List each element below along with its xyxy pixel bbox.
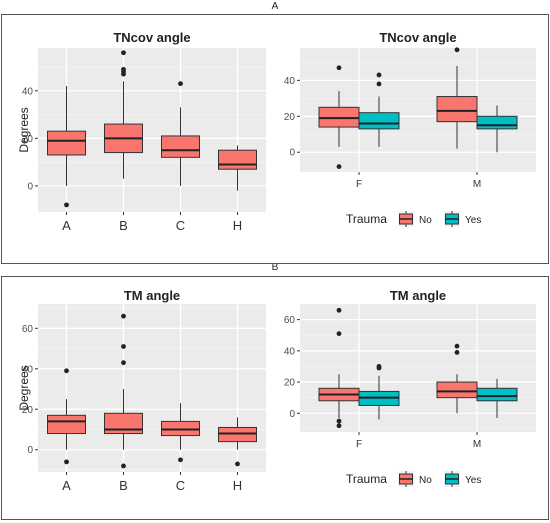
section-label-a: A [272,1,279,12]
outlier-point [121,313,126,319]
outlier-point [454,343,460,349]
box-body [161,420,200,437]
outlier-point [64,459,69,465]
box-body [476,387,518,402]
y-tick-label: 40 [22,86,34,97]
x-tick-label: B [119,218,128,233]
chart-title: TNcov angle [113,30,190,45]
outlier-point [235,461,240,467]
box-body [218,426,257,443]
legend-entry-label: No [419,215,432,226]
y-tick-label: 20 [22,405,34,416]
legend-entry-label: Yes [465,475,481,486]
legend-title: Trauma [346,472,387,486]
y-tick-label: 60 [22,324,34,335]
legend-entry-label: No [419,475,432,486]
legend-title: Trauma [346,212,387,226]
y-tick-label: 0 [289,409,295,420]
box-body [358,112,400,130]
y-tick-label: 20 [284,378,296,389]
outlier-point [336,164,342,170]
x-tick-label: M [473,439,481,450]
chart-title: TNcov angle [379,30,456,45]
chart-title: TM angle [124,288,180,303]
box-body [161,135,200,158]
legend-entry-label: Yes [465,215,481,226]
chart-title: TM angle [390,288,446,303]
outlier-point [121,344,126,349]
chart-tm-by-sex-trauma: 0 20 40 60 F M TM angle Trauma No Yes [284,288,536,487]
x-tick-label: C [176,478,185,493]
chart-tm-by-group: 0 20 40 60 A B C H TM angle Degrees [17,288,266,493]
section-frame-b [1,276,549,520]
outlier-point [64,202,69,208]
outlier-point [336,307,342,313]
outlier-point [121,463,126,469]
y-tick-label: 40 [22,364,34,375]
plot-panel-background [38,304,266,472]
box-body [476,115,518,130]
outlier-point [336,65,342,71]
outlier-point [454,349,460,355]
x-tick-label: H [233,478,242,493]
y-tick-label: 60 [284,315,296,326]
outlier-point [376,364,382,369]
outlier-point [178,457,183,463]
y-tick-label: 20 [22,134,34,145]
y-tick-label: 40 [284,76,296,87]
box-body [436,381,478,399]
box-body [104,412,143,435]
box-body [47,414,86,435]
section-frame-a [1,14,549,264]
x-tick-label: B [119,478,128,493]
outlier-point [121,66,126,72]
outlier-point [336,331,342,337]
y-axis-label: Degrees [17,365,31,410]
x-tick-label: H [233,218,242,233]
outlier-point [121,360,126,366]
box-body [436,96,478,123]
x-tick-label: A [62,478,71,493]
x-tick-label: A [62,218,71,233]
outlier-point [121,50,126,56]
y-axis-label: Degrees [17,107,31,152]
x-tick-label: F [356,439,362,450]
outlier-point [336,423,342,429]
y-tick-label: 0 [27,181,33,192]
y-tick-label: 0 [289,148,295,159]
outlier-point [376,72,382,78]
plot-panel-background [38,48,266,212]
x-tick-label: C [176,218,185,233]
outlier-point [336,418,342,424]
x-tick-label: M [473,179,481,190]
box-body [218,149,257,170]
y-tick-label: 20 [284,112,296,123]
x-tick-label: F [356,179,362,190]
chart-tncov-by-group: 0 20 40 A B C H TNcov angle Degrees [17,30,266,233]
outlier-point [64,368,69,374]
outlier-point [376,81,382,87]
y-tick-label: 40 [284,346,296,357]
section-label-b: B [272,262,279,273]
outlier-point [454,47,460,53]
chart-tncov-by-sex-trauma: 0 20 40 F M TNcov angle Trauma No Yes [284,30,536,227]
box-body [47,130,86,156]
y-tick-label: 0 [27,445,33,456]
outlier-point [178,81,183,87]
